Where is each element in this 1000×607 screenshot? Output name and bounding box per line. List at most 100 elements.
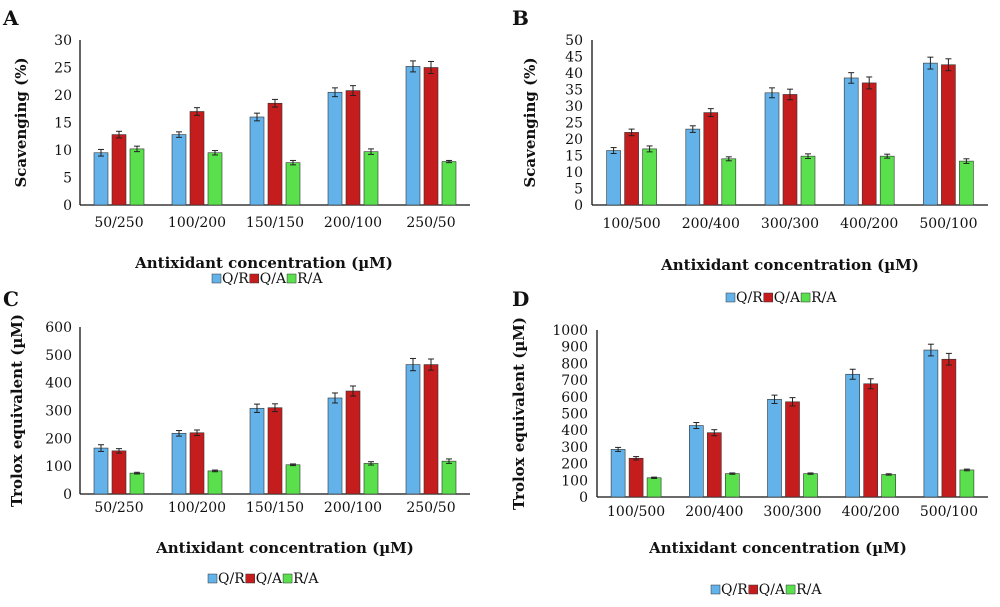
panel-d-bar-q-r-300-300 (767, 399, 782, 498)
panel-b-letter: B (512, 6, 529, 30)
legend-swatch-q-r (710, 584, 721, 595)
panel-c-ytick-label: 500 (45, 348, 72, 364)
panel-c-bar-q-r-250-50 (405, 364, 421, 495)
panel-b-bar-r-a-500-100 (959, 160, 974, 206)
panel-b-bar-r-a-200-400 (721, 158, 737, 206)
legend-swatch-r-a (800, 292, 811, 303)
legend-swatch-r-a (785, 584, 796, 595)
legend-label-q-r: Q/R (736, 290, 763, 306)
panel-a-bar-q-r-100-200 (171, 134, 187, 206)
panel-c-bar-q-r-50-250 (93, 447, 109, 495)
panel-d-bar-r-a-400-200 (881, 474, 897, 498)
legend-swatch-q-a (748, 584, 758, 595)
panel-c-bar-r-a-150-150 (285, 464, 301, 495)
panel-b-bar-r-a-400-200 (879, 155, 895, 206)
panel-b-category-label: 400/200 (840, 216, 898, 232)
panel-c-category-label: 200/100 (324, 500, 382, 516)
panel-c-ytick-label: 300 (45, 404, 72, 420)
panel-c-ytick-label: 0 (63, 487, 72, 503)
panel-d-legend: Q/R Q/A R/A (710, 582, 822, 598)
panel-d-bar-q-r-200-400 (688, 425, 704, 498)
panel-a: A 0 5 10 15 20 25 30 Scavenging (%) 50/250 100/200… (2, 6, 470, 287)
panel-d-x-axis-label: Antixidant concentration (µM) (648, 539, 907, 557)
panel-d-ytick-label: 0 (579, 490, 588, 506)
legend-label-q-r: Q/R (222, 271, 249, 287)
panel-c-category-label: 150/150 (246, 500, 304, 516)
panel-b-bar-q-r-200-400 (685, 128, 701, 206)
panel-a-ytick-label: 30 (54, 33, 72, 49)
legend-label-r-a: R/A (796, 582, 822, 598)
panel-d-ytick-label: 300 (561, 440, 588, 456)
panel-d-bar-q-r-400-200 (845, 373, 861, 498)
panel-b-x-axis-label: Antixidant concentration (µM) (660, 256, 919, 274)
panel-d-bar-r-a-100-500 (646, 477, 662, 498)
panel-a-bar-r-a-150-150 (285, 162, 301, 206)
panel-b-legend: Q/R Q/A R/A (725, 290, 837, 306)
panel-d-ytick-label: 500 (561, 407, 588, 423)
panel-b-ytick-label: 15 (565, 149, 583, 165)
panel-a-bar-r-a-250-50 (441, 161, 457, 206)
panel-b-ytick-label: 20 (565, 132, 583, 148)
legend-label-q-a: Q/A (774, 290, 801, 306)
panel-b-ytick-label: 5 (574, 182, 583, 198)
panel-d-ytick-label: 700 (561, 373, 588, 389)
legend-swatch-q-r (207, 573, 218, 584)
panel-a-ytick-label: 25 (54, 61, 72, 77)
panel-b-category-label: 300/300 (761, 216, 819, 232)
panel-d-bar-r-a-300-300 (803, 473, 818, 498)
panel-b-bar-q-a-100-500 (624, 132, 639, 206)
panel-d-bar-q-a-300-300 (785, 401, 800, 498)
panel-d-category-label: 100/500 (607, 504, 665, 520)
panel-d-bar-q-r-500-100 (923, 349, 939, 498)
panel-a-category-label: 200/100 (324, 215, 382, 231)
panel-c-bar-q-r-200-100 (327, 397, 343, 495)
panel-a-category-label: 100/200 (168, 215, 226, 231)
legend-label-r-a: R/A (293, 571, 319, 587)
panel-c-bar-r-a-100-200 (207, 470, 223, 495)
panel-a-letter: A (2, 6, 19, 30)
panel-c-bar-q-r-150-150 (249, 407, 265, 495)
panel-c-bar-q-a-100-200 (189, 432, 205, 495)
legend-label-q-a: Q/A (256, 571, 283, 587)
panel-a-bar-q-a-100-200 (189, 111, 205, 206)
panel-a-y-axis-label: Scavenging (%) (12, 57, 30, 187)
panel-a-bar-q-r-150-150 (249, 116, 265, 206)
panel-d-ytick-label: 800 (561, 356, 588, 372)
panel-c-ytick-label: 200 (45, 431, 72, 447)
panel-d-ytick-label: 600 (561, 390, 588, 406)
panel-d-category-label: 300/300 (763, 504, 821, 520)
panel-a-ytick-label: 15 (54, 116, 72, 132)
panel-d-bar-q-r-100-500 (610, 449, 626, 498)
panel-b-y-axis-label: Scavenging (%) (521, 57, 539, 187)
panel-d-bar-q-a-500-100 (941, 358, 957, 498)
legend-swatch-q-a (245, 573, 255, 584)
panel-a-bar-q-a-150-150 (267, 102, 283, 206)
panel-a-category-label: 150/150 (246, 215, 304, 231)
panel-b-ytick-label: 35 (565, 83, 583, 99)
panel-a-x-axis-label: Antixidant concentration (µM) (134, 254, 393, 272)
panel-a-bar-q-a-200-100 (345, 90, 361, 206)
panel-b-bar-q-r-500-100 (923, 62, 938, 206)
panel-d-bar-q-a-400-200 (863, 383, 879, 498)
panel-a-legend: Q/R Q/A R/A (211, 271, 323, 287)
panel-b-bar-q-a-400-200 (861, 82, 877, 206)
panel-b-bar-q-a-200-400 (703, 112, 719, 206)
panel-c-bar-q-a-50-250 (111, 450, 127, 495)
panel-c-letter: C (3, 287, 19, 311)
legend-swatch-q-r (725, 292, 736, 303)
panel-d-ytick-label: 1000 (552, 323, 588, 339)
panel-c-bar-r-a-200-100 (363, 463, 379, 495)
panel-a-bar-q-a-50-250 (111, 134, 127, 206)
panel-d-ytick-label: 400 (561, 423, 588, 439)
panel-b-ytick-label: 30 (565, 99, 583, 115)
panel-c-ytick-label: 600 (45, 320, 72, 336)
panel-a-ytick-label: 5 (63, 171, 72, 187)
panel-c-legend: Q/R Q/A R/A (207, 571, 319, 587)
panel-b-bar-r-a-300-300 (800, 155, 816, 206)
panel-c-ytick-label: 100 (45, 459, 72, 475)
panel-a-bar-r-a-100-200 (207, 152, 223, 206)
panel-c-bar-q-a-250-50 (423, 364, 439, 495)
panel-b-ytick-label: 45 (565, 50, 583, 66)
panel-c-category-label: 50/250 (94, 500, 143, 516)
panel-d-bar-q-a-100-500 (628, 457, 644, 498)
